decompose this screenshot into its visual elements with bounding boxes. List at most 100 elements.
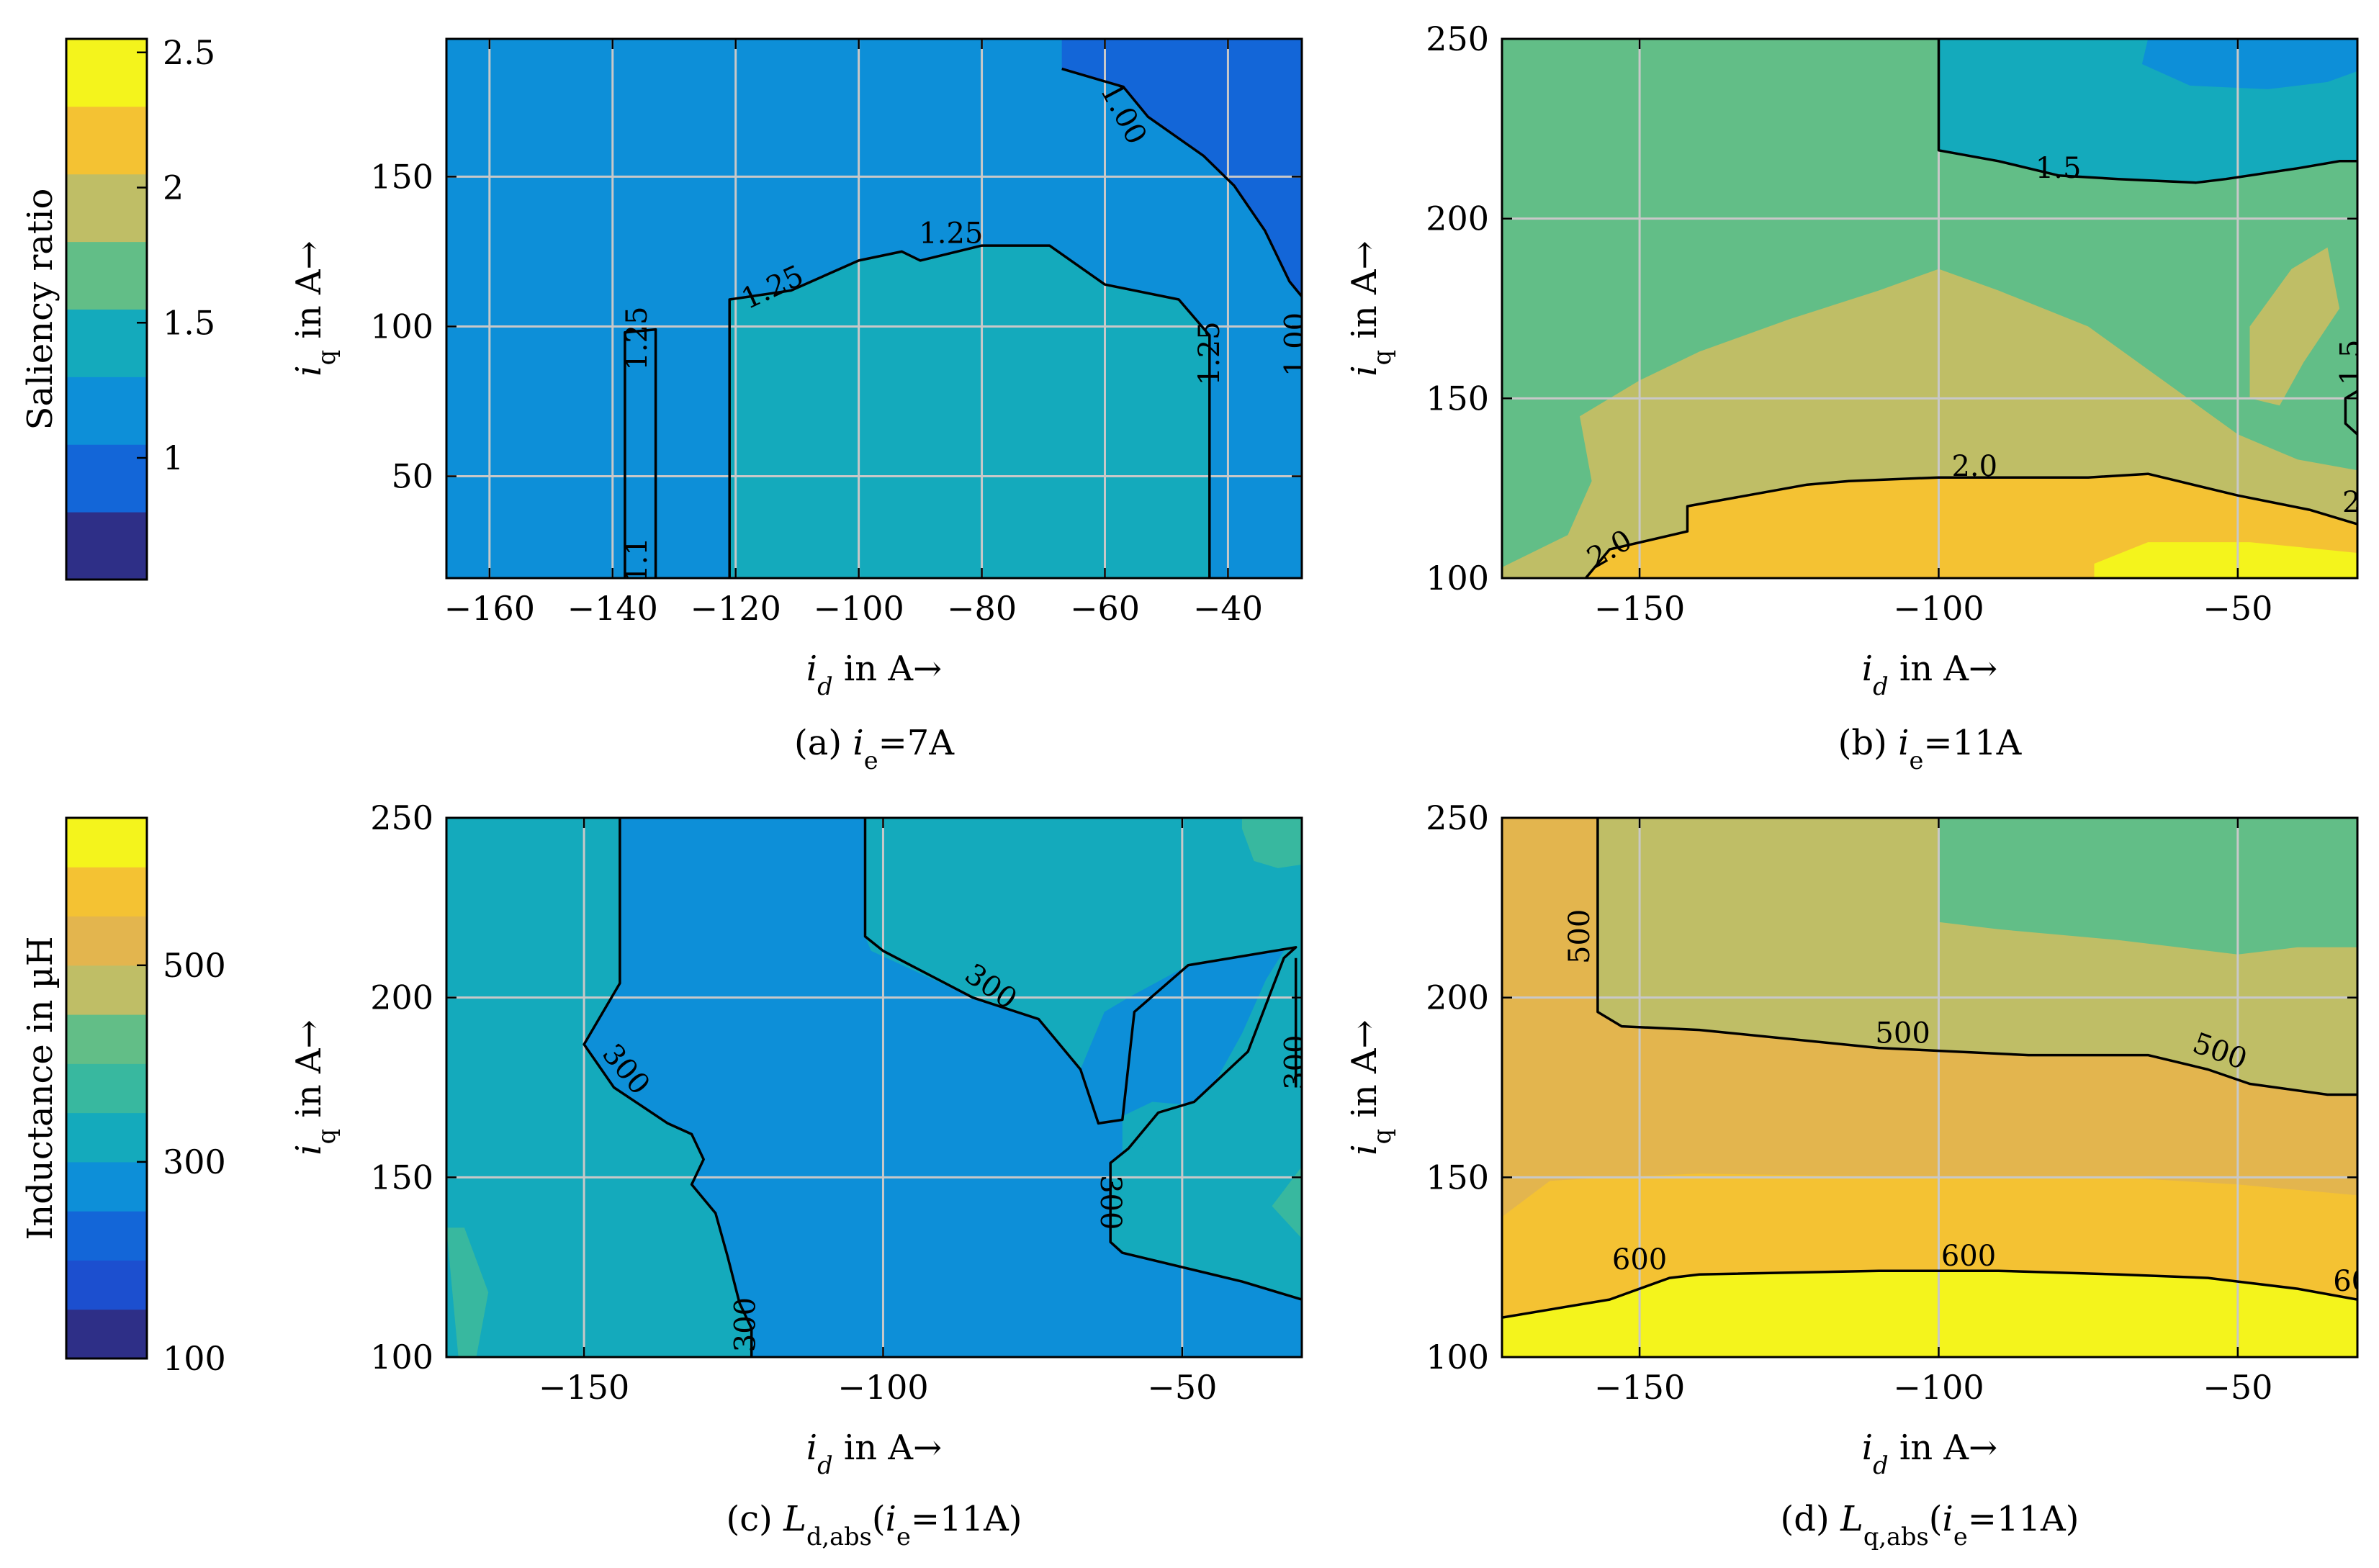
y-tick-label: 100	[370, 307, 433, 346]
colorbar-band	[66, 1014, 147, 1064]
colorbar-frame	[65, 816, 148, 1360]
panel-caption: (b) ie=11A	[1838, 723, 2023, 775]
colorbar-inductance: 100 300 500 Inductance in µH	[20, 816, 226, 1378]
y-tick-label: 100	[370, 1338, 433, 1376]
colorbar-frame	[65, 37, 148, 581]
colorbar-title: Saliency ratio	[20, 189, 60, 431]
colorbar-band	[66, 444, 147, 513]
colorbar-tick-label: 300	[163, 1143, 226, 1181]
y-axis-label: iq in A→	[1344, 1019, 1396, 1155]
y-tick-label: 50	[391, 457, 433, 496]
colorbar-band	[66, 1260, 147, 1310]
x-axis-label: id in A→	[806, 1428, 943, 1479]
contour-fill-region	[584, 818, 1302, 1357]
contour-label: 1.5	[2036, 152, 2082, 185]
colorbar-band	[66, 867, 147, 917]
colorbar-tick-label: 1.5	[163, 303, 215, 342]
contour-fill-region	[729, 245, 1210, 578]
contour-label: 600	[1941, 1240, 1996, 1273]
plot-area: 1.52.02.01.52	[1502, 39, 2368, 578]
y-tick-label: 100	[1426, 1338, 1489, 1376]
x-tick-label: −50	[1147, 1368, 1217, 1407]
panel-a: 1.001.251.251.25 1.251.11.00−160 −140 −120−…	[289, 37, 1312, 775]
x-tick-label: −100	[1893, 1368, 1984, 1407]
contour-label: 1.5	[2335, 340, 2368, 386]
y-axis-label: iq in A→	[289, 1019, 341, 1155]
colorbar-band	[66, 965, 147, 1015]
contour-line-300	[583, 818, 753, 1357]
contour-fill-region	[1061, 39, 1302, 297]
contour-label: 1.00	[1279, 312, 1312, 377]
x-tick-label: −80	[947, 589, 1017, 628]
x-tick-label: −160	[444, 589, 535, 628]
x-tick-label: −40	[1193, 589, 1263, 628]
panel-caption: (a) ie=7A	[794, 723, 955, 775]
axes-frame	[1501, 816, 2359, 1359]
axes-frame	[445, 816, 1303, 1359]
contour-line-1.25	[728, 244, 1211, 578]
contour-label: 1.25	[1193, 321, 1226, 385]
contour-fill-region	[2249, 247, 2340, 406]
y-tick-label: 150	[1426, 379, 1489, 418]
contour-label: 600	[1612, 1243, 1667, 1276]
colorbar-saliency: 1 1.5 2 2.5 Saliency ratio	[20, 33, 215, 581]
contour-label: 1.25	[621, 307, 654, 371]
contour-line-1.5	[2344, 389, 2357, 436]
x-axis-label: id in A→	[1862, 1428, 1998, 1479]
y-tick-label: 250	[1426, 19, 1489, 58]
contour-line-500	[1596, 818, 2357, 1096]
contour-line-1.25	[624, 328, 657, 578]
x-tick-label: −140	[567, 589, 658, 628]
contour-label: 500	[1875, 1017, 1930, 1050]
contour-label: 500	[1563, 909, 1596, 964]
colorbar-band	[66, 309, 147, 377]
contour-fill-region	[1502, 1271, 2357, 1357]
x-tick-label: −150	[539, 1368, 629, 1407]
contour-fill-region	[1938, 818, 2357, 955]
colorbar-band	[66, 241, 147, 310]
contour-line-300	[863, 818, 1302, 1301]
axes-frame	[1501, 37, 2359, 580]
y-tick-label: 100	[1426, 559, 1489, 598]
contour-label: 300	[729, 1297, 762, 1352]
colorbar-band	[66, 39, 147, 107]
contour-label: 60	[2333, 1265, 2370, 1298]
panel-caption: (d) Lq,abs(ie=11A)	[1781, 1499, 2079, 1551]
contour-fill-region	[2094, 542, 2357, 578]
y-tick-label: 200	[1426, 978, 1489, 1017]
x-tick-label: −150	[1594, 589, 1685, 628]
colorbar-band	[66, 1211, 147, 1261]
colorbar-tick-label: 2	[163, 168, 184, 207]
colorbar-tick-label: 1	[163, 438, 184, 477]
colorbar-band	[66, 106, 147, 175]
colorbar-band	[66, 916, 147, 966]
contour-line-2.0	[1584, 472, 2357, 578]
x-tick-label: −100	[837, 1368, 928, 1407]
y-tick-label: 150	[370, 1158, 433, 1197]
axes-frame	[445, 37, 1303, 580]
x-tick-label: −120	[691, 589, 781, 628]
plot-area: 1.001.251.251.25 1.251.11.00	[446, 39, 1312, 578]
contour-label: 2.0	[1951, 450, 1997, 483]
contour-fill-region	[2141, 39, 2357, 89]
colorbar-tick-label: 100	[163, 1339, 226, 1378]
y-tick-label: 150	[1426, 1158, 1489, 1197]
y-tick-label: 200	[1426, 199, 1489, 238]
colorbar-band	[66, 818, 147, 868]
colorbar-band	[66, 1063, 147, 1114]
colorbar-band	[66, 1112, 147, 1163]
contour-line-1.00	[1061, 67, 1302, 298]
colorbar-tick-label: 500	[163, 946, 226, 985]
y-axis-label: iq in A→	[289, 240, 341, 377]
colorbar-band	[66, 1161, 147, 1212]
y-tick-label: 150	[370, 157, 433, 196]
colorbar-band	[66, 377, 147, 445]
contour-fill-region	[1241, 818, 1302, 868]
x-tick-label: −50	[2203, 589, 2272, 628]
x-tick-label: −100	[813, 589, 904, 628]
